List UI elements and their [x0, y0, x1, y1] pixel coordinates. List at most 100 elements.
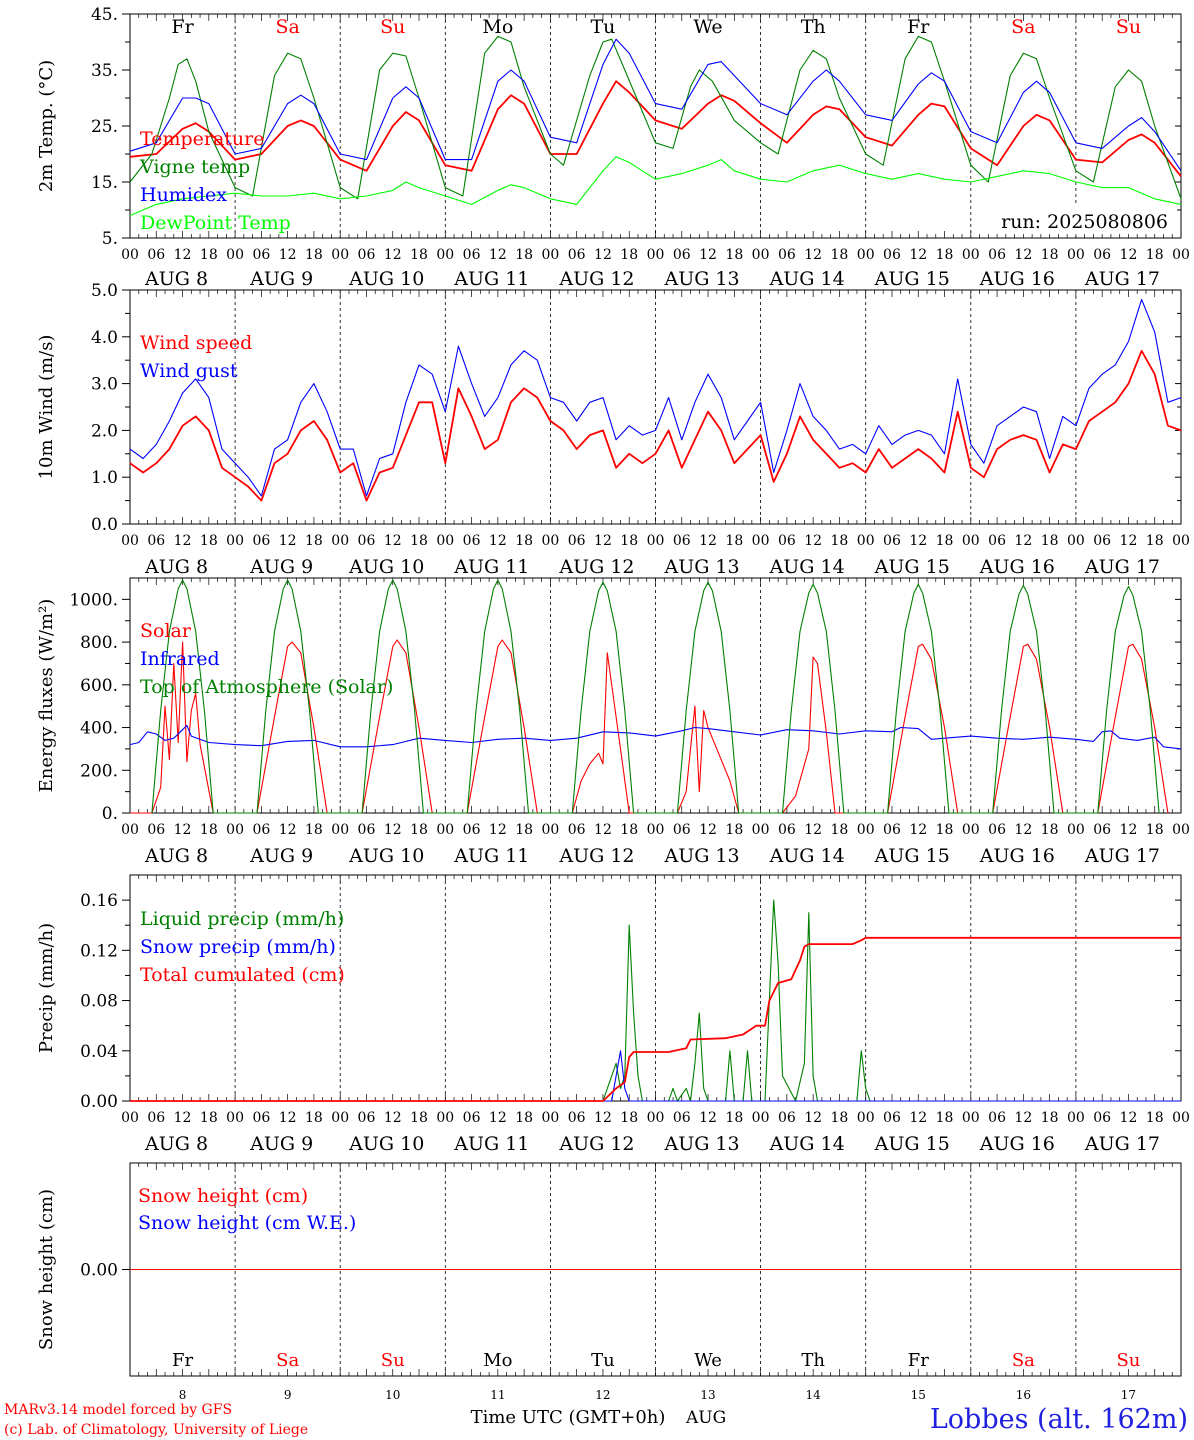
weekday-label-top: Th: [801, 16, 826, 38]
y-tick-label: 0.00: [80, 1261, 118, 1281]
x-hour-label: 12: [699, 1110, 717, 1126]
x-hour-label: 18: [831, 1110, 849, 1126]
x-hour-label: 06: [1093, 247, 1111, 263]
x-hour-label: 18: [620, 533, 638, 549]
x-hour-label: 12: [909, 247, 927, 263]
legend-entry: Snow precip (mm/h): [140, 936, 336, 958]
day-number-label: 15: [911, 1388, 926, 1402]
x-hour-label: 12: [489, 822, 507, 838]
x-hour-label: 12: [489, 1110, 507, 1126]
y-tick-label: 1.0: [91, 468, 118, 488]
x-hour-label: 00: [436, 247, 454, 263]
model-credit: MARv3.14 model forced by GFS: [4, 1402, 232, 1418]
x-hour-label: 00: [647, 1110, 665, 1126]
x-hour-label: 06: [673, 1110, 691, 1126]
x-hour-label: 00: [647, 247, 665, 263]
x-hour-label: 06: [463, 533, 481, 549]
x-hour-label: 18: [305, 822, 323, 838]
x-hour-label: 06: [252, 1110, 270, 1126]
x-hour-label: 00: [121, 1110, 139, 1126]
y-tick-label: 0.08: [80, 992, 118, 1012]
x-hour-label: 00: [541, 822, 559, 838]
series-line-total-cumulated-cm-: [130, 936, 1181, 1102]
x-date-label: AUG 12: [558, 1133, 634, 1155]
legend-entry: Infrared: [140, 648, 220, 670]
x-hour-label: 06: [358, 247, 376, 263]
x-hour-label: 12: [909, 533, 927, 549]
x-date-label: AUG 17: [1084, 845, 1160, 867]
x-hour-label: 06: [778, 533, 796, 549]
x-hour-label: 00: [121, 822, 139, 838]
x-date-label: AUG 12: [558, 845, 634, 867]
x-hour-label: 00: [541, 1110, 559, 1126]
x-hour-label: 18: [515, 247, 533, 263]
day-number-label: 12: [595, 1388, 610, 1402]
x-hour-label: 18: [1146, 822, 1164, 838]
y-tick-label: 1000.: [69, 590, 118, 610]
day-number-label: 14: [806, 1388, 822, 1402]
x-date-label: AUG 10: [348, 556, 424, 578]
weekday-label-bottom: Fr: [908, 1350, 929, 1371]
legend-entry: Wind speed: [140, 332, 252, 354]
x-hour-label: 18: [1041, 247, 1059, 263]
x-hour-label: 18: [620, 247, 638, 263]
y-tick-label: 5.: [102, 229, 118, 249]
x-date-label: AUG 13: [663, 845, 739, 867]
y-tick-label: 25.: [91, 117, 118, 137]
weekday-label-top: Sa: [275, 16, 299, 38]
weekday-label-bottom: Mo: [483, 1350, 512, 1371]
x-date-label: AUG 10: [348, 845, 424, 867]
station-label: Lobbes (alt. 162m): [930, 1404, 1188, 1435]
series-line-temperature: [129, 80, 1182, 177]
legend-entry: Vigne temp: [139, 156, 250, 178]
y-axis-label: Snow height (cm): [36, 1189, 57, 1350]
x-hour-label: 18: [200, 822, 218, 838]
y-tick-label: 15.: [91, 173, 118, 193]
y-tick-label: 200.: [80, 761, 118, 781]
x-hour-label: 06: [358, 1110, 376, 1126]
x-date-label: AUG 15: [874, 556, 950, 578]
x-hour-label: 18: [936, 822, 954, 838]
x-hour-label: 06: [673, 822, 691, 838]
legend-entry: Liquid precip (mm/h): [140, 908, 344, 930]
x-hour-label: 18: [410, 533, 428, 549]
x-hour-label: 00: [331, 533, 349, 549]
x-hour-label: 12: [1120, 247, 1138, 263]
y-axis-label: Energy fluxes (W/m²): [36, 599, 57, 793]
x-hour-label: 12: [909, 1110, 927, 1126]
x-hour-label: 00: [436, 822, 454, 838]
x-hour-label: 12: [1014, 1110, 1032, 1126]
x-hour-label: 06: [1093, 822, 1111, 838]
x-hour-label: 06: [147, 1110, 165, 1126]
x-date-label: AUG 8: [144, 1133, 208, 1155]
x-hour-label: 06: [673, 533, 691, 549]
x-date-label: AUG 10: [348, 1133, 424, 1155]
y-tick-label: 35.: [91, 61, 118, 81]
x-date-label: AUG 11: [453, 556, 529, 578]
x-hour-label: 12: [1120, 533, 1138, 549]
copyright-credit: (c) Lab. of Climatology, University of L…: [4, 1422, 308, 1438]
x-date-label: AUG 9: [249, 268, 313, 290]
x-hour-label: 06: [463, 247, 481, 263]
x-date-label: AUG 14: [769, 845, 845, 867]
y-tick-label: 800.: [80, 633, 118, 653]
x-hour-label: 12: [384, 247, 402, 263]
x-hour-label: 06: [988, 1110, 1006, 1126]
time-axis-label: Time UTC (GMT+0h): [471, 1407, 666, 1428]
x-date-label: AUG 11: [453, 1133, 529, 1155]
x-hour-label: 18: [936, 247, 954, 263]
x-hour-label: 06: [147, 822, 165, 838]
x-date-label: AUG 16: [979, 556, 1055, 578]
x-hour-label: 12: [489, 533, 507, 549]
y-tick-label: 5.0: [91, 281, 118, 301]
x-hour-label: 12: [594, 247, 612, 263]
x-hour-label: 18: [410, 1110, 428, 1126]
x-hour-label: 06: [883, 533, 901, 549]
y-axis-label: Precip (mm/h): [36, 923, 57, 1053]
weekday-label-bottom: Su: [1116, 1350, 1140, 1371]
x-hour-label: 00: [121, 533, 139, 549]
x-hour-label: 06: [1093, 533, 1111, 549]
x-date-label: AUG 14: [769, 1133, 845, 1155]
legend-entry: Temperature: [140, 128, 264, 150]
